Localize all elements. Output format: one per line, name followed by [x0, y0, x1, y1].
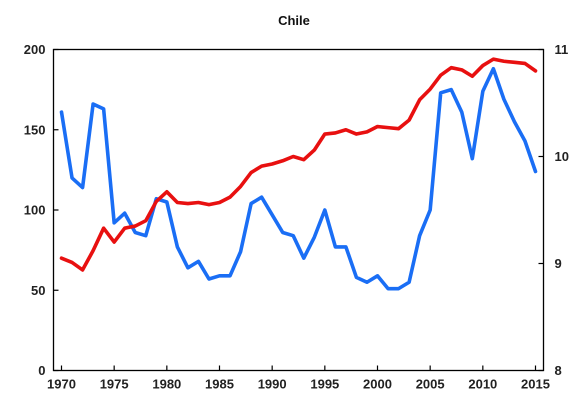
- series-line-red: [59, 57, 538, 272]
- x-tick-label: 2005: [416, 377, 445, 392]
- x-tick-label: 1995: [310, 377, 339, 392]
- x-tick-label: 2015: [521, 377, 550, 392]
- x-tick-label: 2000: [363, 377, 392, 392]
- x-tick-label: 1970: [47, 377, 76, 392]
- plot-area: [52, 48, 545, 372]
- y-right-tick-label: 11: [555, 42, 569, 57]
- y-left-tick-label: 150: [24, 122, 46, 137]
- x-tick-label: 1975: [100, 377, 129, 392]
- y-left-tick-label: 50: [31, 283, 45, 298]
- series-layer: [59, 57, 538, 291]
- x-tick-label: 1990: [258, 377, 287, 392]
- x-tick-label: 1980: [152, 377, 181, 392]
- chart-title: Chile: [278, 13, 310, 28]
- y-left-tick-label: 100: [24, 203, 46, 218]
- tick-labels-layer: 1970 1975 1980 1985 1990 1995 2000 2005 2010 2015…: [24, 42, 569, 392]
- x-tick-label: 2010: [468, 377, 497, 392]
- x-tick-label: 1985: [205, 377, 234, 392]
- y-right-tick-label: 9: [555, 256, 562, 271]
- y-left-tick-label: 0: [38, 363, 45, 378]
- ticks-layer: [53, 48, 544, 372]
- y-left-tick-label: 200: [24, 42, 46, 57]
- y-right-tick-label: 8: [555, 363, 562, 378]
- series-line-blue: [59, 66, 538, 291]
- y-right-tick-label: 10: [555, 149, 569, 164]
